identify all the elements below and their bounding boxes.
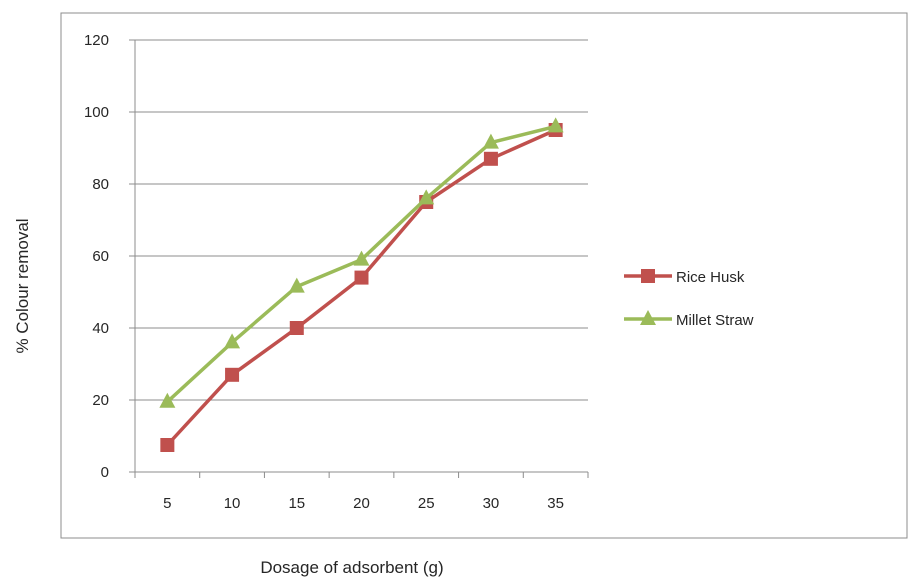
data-point-millet-straw <box>482 133 499 149</box>
x-tick-label: 20 <box>353 495 370 512</box>
data-point-rice-husk <box>160 438 175 452</box>
y-axis-title: % Colour removal <box>13 218 32 353</box>
x-tick-label: 10 <box>224 495 241 512</box>
x-tick-label: 15 <box>288 495 305 512</box>
legend-label: Millet Straw <box>676 312 754 329</box>
y-tick-label: 20 <box>92 392 109 409</box>
x-tick-label: 30 <box>483 495 500 512</box>
data-point-millet-straw <box>418 189 435 205</box>
data-point-millet-straw <box>547 117 564 133</box>
legend-label: Rice Husk <box>676 269 745 286</box>
legend-item-millet-straw: Millet Straw <box>624 310 754 329</box>
axes <box>129 39 589 478</box>
x-tick-label: 25 <box>418 495 435 512</box>
data-point-millet-straw <box>224 333 241 349</box>
y-tick-label: 0 <box>101 464 109 481</box>
data-point-rice-husk <box>483 151 498 166</box>
x-tick-label: 5 <box>163 495 171 512</box>
y-tick-label: 40 <box>92 320 109 337</box>
series-millet-straw <box>159 117 564 408</box>
data-point-rice-husk <box>225 367 240 382</box>
data-point-rice-husk <box>354 270 369 285</box>
data-point-millet-straw <box>288 277 305 293</box>
y-tick-label: 120 <box>84 32 109 49</box>
x-tick-labels: 5 10 15 20 25 30 35 <box>163 495 564 512</box>
x-axis-title: Dosage of adsorbent (g) <box>260 558 443 577</box>
series-rice-husk <box>160 123 563 452</box>
legend-item-rice-husk: Rice Husk <box>624 269 745 286</box>
y-tick-label: 60 <box>92 248 109 265</box>
data-point-millet-straw <box>353 250 370 266</box>
series-group <box>159 117 564 452</box>
x-tick-label: 35 <box>547 495 564 512</box>
y-tick-labels: 0 20 40 60 80 100 120 <box>84 32 109 481</box>
data-point-rice-husk <box>289 321 304 335</box>
legend: Rice Husk Millet Straw <box>624 269 754 329</box>
y-tick-label: 80 <box>92 176 109 193</box>
legend-marker <box>640 310 656 325</box>
legend-marker <box>641 269 655 283</box>
chart-frame <box>60 12 908 539</box>
data-point-millet-straw <box>159 392 176 408</box>
y-tick-label: 100 <box>84 104 109 121</box>
